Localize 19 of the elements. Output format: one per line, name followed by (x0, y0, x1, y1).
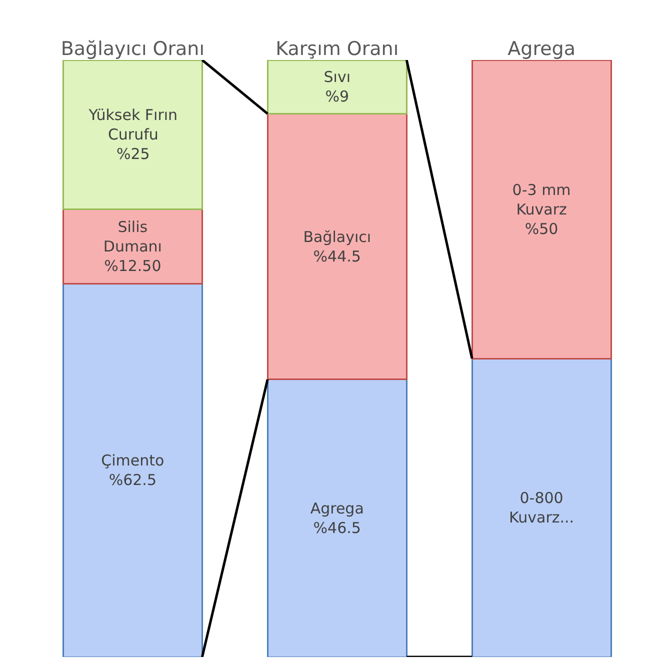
bar (62, 208, 203, 285)
x-tick-label: Agrega (508, 38, 576, 60)
data-label: Sıvı %9 (324, 68, 350, 106)
bar (266, 112, 408, 380)
bar (62, 283, 203, 657)
x-tick-label: Bağlayıcı Oranı (60, 38, 205, 60)
data-label: Silis Dumanı %12.50 (103, 218, 162, 276)
bar (62, 60, 203, 210)
bar (471, 358, 612, 657)
x-tick-label: Karşım Oranı (276, 38, 399, 60)
data-label: 0-3 mm Kuvarz %50 (512, 180, 571, 238)
bar (471, 60, 612, 360)
bar (266, 378, 408, 657)
data-label: Yüksek Fırın Curufu %25 (88, 106, 178, 164)
data-label: Çimento %62.5 (101, 452, 164, 490)
data-label: Bağlayıcı %44.5 (303, 228, 372, 266)
data-label: 0-800 Kuvarz... (509, 489, 574, 526)
bar (266, 60, 408, 114)
data-label: Agrega %46.5 (310, 499, 364, 537)
